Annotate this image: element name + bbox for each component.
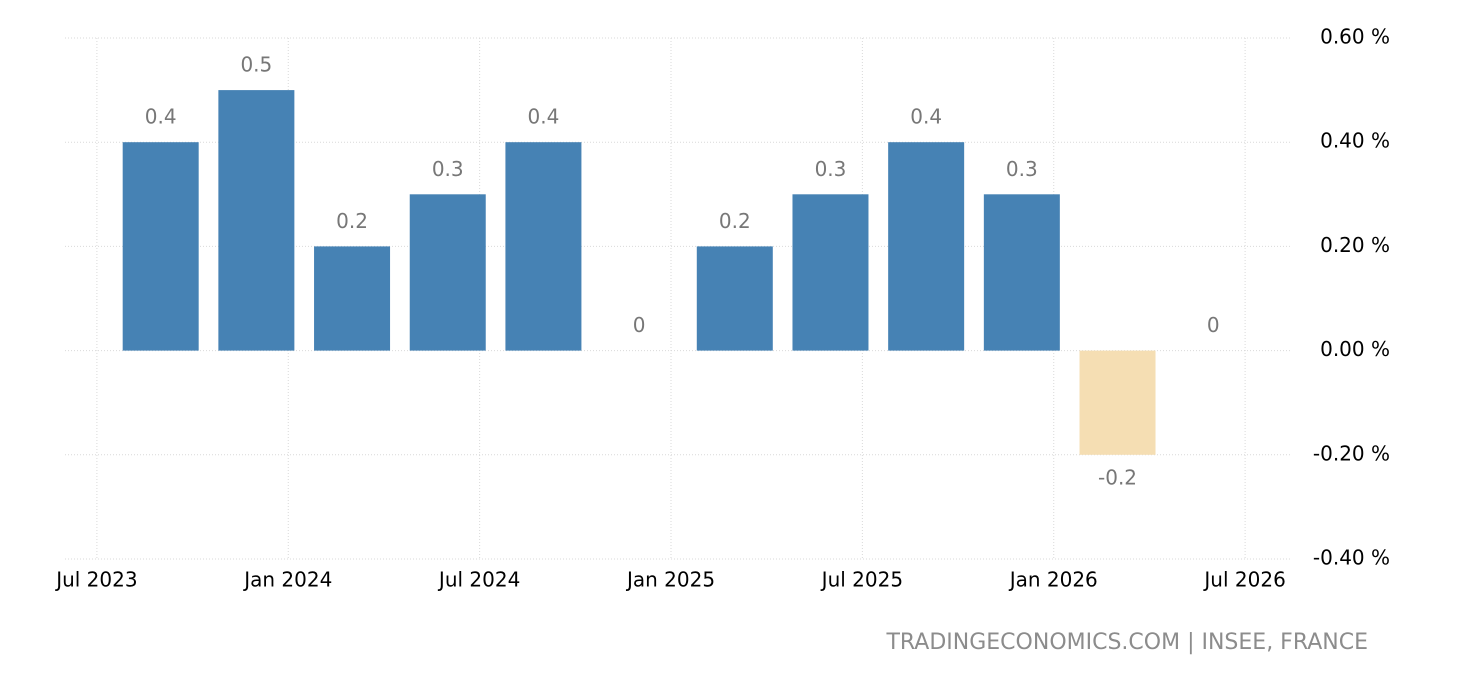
bar: [792, 194, 869, 351]
bar: [696, 246, 773, 351]
data-label: 0.2: [336, 209, 368, 233]
data-label: 0.4: [910, 105, 942, 129]
y-tick-label: -0.40 %: [1313, 546, 1390, 570]
bar: [122, 142, 199, 351]
data-label: 0.4: [145, 105, 177, 129]
data-label: -0.2: [1098, 465, 1137, 489]
data-label: 0: [633, 313, 646, 337]
data-label: 0.3: [1006, 157, 1038, 181]
bar: [983, 194, 1060, 351]
bar: [314, 246, 391, 351]
bar: [505, 142, 582, 351]
x-tick-label: Jul 2023: [54, 568, 137, 592]
y-tick-label: -0.20 %: [1313, 441, 1390, 465]
data-label: 0.3: [432, 157, 464, 181]
bar: [888, 142, 965, 351]
y-tick-label: 0.00 %: [1320, 337, 1390, 361]
y-tick-label: 0.20 %: [1320, 233, 1390, 257]
bar: [218, 90, 295, 351]
bar: [1079, 350, 1156, 455]
y-tick-label: 0.60 %: [1320, 25, 1390, 49]
x-tick-label: Jul 2024: [437, 568, 520, 592]
bar: [409, 194, 486, 351]
data-label: 0.2: [719, 209, 751, 233]
data-label: 0: [1207, 313, 1220, 337]
x-tick-label: Jan 2024: [242, 568, 332, 592]
x-tick-label: Jul 2026: [1202, 568, 1285, 592]
x-tick-label: Jan 2025: [625, 568, 715, 592]
x-tick-label: Jul 2025: [820, 568, 903, 592]
data-label: 0.4: [528, 105, 560, 129]
y-tick-label: 0.40 %: [1320, 129, 1390, 153]
data-label: 0.3: [815, 157, 847, 181]
x-tick-label: Jan 2026: [1008, 568, 1098, 592]
data-label: 0.5: [240, 53, 272, 77]
source: TRADINGECONOMICS.COM | INSEE, FRANCE: [885, 630, 1368, 655]
